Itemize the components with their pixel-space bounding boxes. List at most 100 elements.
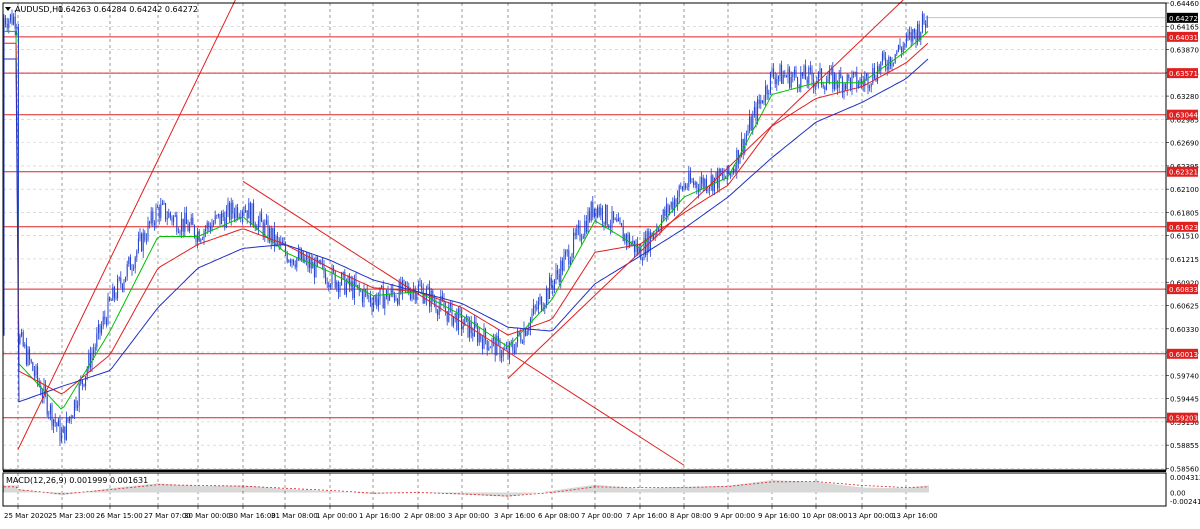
candle-body — [923, 13, 925, 24]
candle-body — [160, 204, 162, 219]
candle-body — [393, 293, 395, 301]
candle-body — [829, 69, 831, 80]
candle-body — [726, 165, 728, 179]
candle-body — [251, 203, 253, 225]
candle-body — [648, 231, 650, 251]
time-axis: 25 Mar 2020 25 Mar 23:00 26 Mar 15:00 27 Ma… — [4, 506, 938, 520]
candle-body — [523, 328, 525, 343]
candle-body — [326, 283, 328, 284]
candle-body — [267, 220, 269, 241]
candle-body — [48, 413, 50, 415]
y-tick-label: 0.64165 — [1170, 23, 1199, 31]
candle-body — [29, 349, 31, 360]
macd-signal-line — [4, 481, 929, 497]
candle-body — [107, 297, 109, 325]
candle-body — [846, 74, 848, 90]
candle-body — [761, 100, 763, 103]
candle-body — [768, 92, 770, 95]
candle-body — [499, 339, 501, 358]
candle-body — [277, 235, 279, 240]
candle-body — [646, 231, 648, 256]
x-tick-label: 13 Apr 00:00 — [848, 512, 894, 520]
candle-body — [734, 168, 736, 173]
candle-body — [550, 277, 552, 286]
candle-body — [638, 246, 640, 254]
candle-body — [915, 32, 917, 43]
candle-body — [878, 66, 880, 71]
candle-body — [214, 215, 216, 224]
candle-body — [720, 168, 722, 176]
candle-body — [184, 213, 186, 232]
chevron-down-icon[interactable] — [5, 7, 11, 11]
candle-body — [539, 296, 541, 302]
candle-body — [838, 72, 840, 88]
candle-body — [301, 251, 303, 261]
candle-body — [141, 233, 143, 252]
candle-body — [843, 84, 845, 93]
candle-body — [565, 251, 567, 256]
candle-body — [849, 78, 851, 90]
candle-body — [229, 203, 231, 220]
candle-body — [22, 332, 24, 347]
candle-body — [158, 207, 160, 219]
candle-body — [640, 246, 642, 261]
candle-body — [270, 227, 272, 243]
moving-average-line — [4, 42, 929, 395]
candle-body — [233, 213, 235, 219]
candle-body — [785, 75, 787, 78]
candle-body — [665, 204, 667, 216]
trendline — [507, 0, 904, 379]
candle-body — [603, 221, 605, 225]
candle-body — [465, 315, 467, 317]
candle-body — [641, 259, 643, 261]
candle-body — [213, 223, 215, 225]
candle-body — [285, 244, 287, 254]
candle-body — [513, 350, 515, 354]
candle-body — [637, 243, 639, 254]
candle-body — [694, 182, 696, 185]
candle-body — [345, 283, 347, 295]
candle-body — [238, 216, 240, 218]
candle-body — [208, 222, 210, 227]
level-label: 0.62321 — [1169, 169, 1198, 177]
candle-body — [245, 210, 247, 213]
y-tick-label: 0.62985 — [1170, 116, 1199, 124]
candle-body — [784, 74, 786, 76]
last-price-label: 0.64272 — [1169, 15, 1198, 23]
candle-body — [800, 72, 802, 89]
x-tick-label: 2 Apr 08:00 — [404, 512, 445, 520]
candle-body — [65, 417, 67, 440]
candle-body — [253, 203, 255, 224]
x-tick-label: 25 Mar 2020 — [4, 512, 48, 520]
candle-body — [670, 202, 672, 208]
candle-body — [349, 275, 351, 287]
candle-body — [205, 228, 207, 231]
candle-body — [699, 183, 701, 192]
candle-body — [728, 165, 730, 175]
candle-body — [49, 405, 51, 414]
candle-body — [288, 260, 290, 262]
candle-body — [315, 257, 317, 278]
candle-body — [294, 264, 296, 268]
macd-header: MACD(12,26,9) 0.001999 0.001631 — [6, 476, 148, 485]
candle-body — [702, 177, 704, 188]
macd-y-tick-label: 0.004312 — [1170, 474, 1200, 482]
candle-body — [64, 426, 66, 440]
candle-body — [470, 322, 472, 334]
candle-body — [793, 69, 795, 75]
candle-body — [371, 303, 373, 309]
candle-body — [776, 78, 778, 85]
y-tick-label: 0.58560 — [1170, 465, 1199, 473]
candle-body — [243, 211, 245, 213]
candle-body — [360, 290, 362, 292]
candle-body — [633, 240, 635, 253]
candle-body — [745, 134, 747, 139]
candle-body — [921, 13, 923, 32]
candle-body — [182, 218, 184, 232]
candle-body — [16, 26, 18, 29]
candle-body — [165, 203, 167, 220]
candle-body — [379, 287, 381, 299]
candle-body — [912, 29, 914, 42]
